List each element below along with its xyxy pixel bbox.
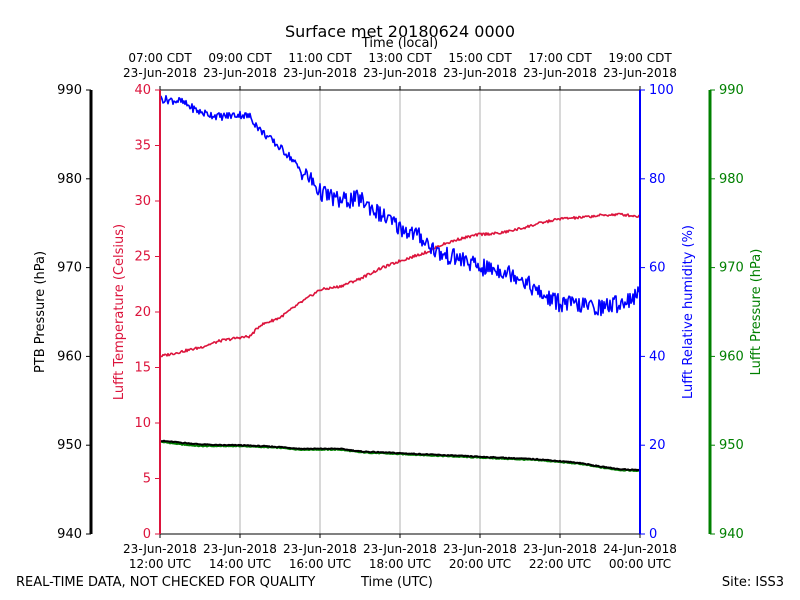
bottom-tick-time-0: 12:00 UTC — [129, 557, 191, 571]
humidity-tick-label-0: 0 — [649, 527, 657, 542]
bottom-tick-time-4: 20:00 UTC — [449, 557, 511, 571]
top-tick-date-2: 23-Jun-2018 — [283, 66, 357, 80]
top-tick-date-1: 23-Jun-2018 — [203, 66, 277, 80]
lufft_pressure-tick-label-2: 960 — [719, 349, 744, 364]
top-tick-time-2: 11:00 CDT — [288, 51, 352, 65]
ptb_pressure-tick-label-3: 970 — [57, 261, 82, 276]
humidity-tick-label-3: 60 — [649, 261, 666, 276]
temperature-axis-label: Lufft Temperature (Celsius) — [112, 224, 127, 400]
humidity-tick-label-1: 20 — [649, 438, 666, 453]
series-lines — [159, 95, 641, 472]
bottom-tick-date-0: 23-Jun-2018 — [123, 542, 197, 556]
humidity-tick-label-4: 80 — [649, 172, 666, 187]
top-tick-date-5: 23-Jun-2018 — [523, 66, 597, 80]
lufft_pressure-tick-label-0: 940 — [719, 527, 744, 542]
bottom-tick-date-5: 23-Jun-2018 — [523, 542, 597, 556]
ptb_pressure-tick-label-0: 940 — [57, 527, 82, 542]
ptb_pressure-tick-label-5: 990 — [57, 83, 82, 98]
top-tick-time-1: 09:00 CDT — [208, 51, 272, 65]
temperature-tick-label-1: 5 — [143, 472, 151, 487]
series-ptb-pressure — [160, 439, 641, 472]
humidity-tick-label-5: 100 — [649, 83, 674, 98]
series-lufft-temperature — [159, 212, 641, 358]
lufft_pressure-tick-label-4: 980 — [719, 172, 744, 187]
chart-title: Surface met 20180624 0000 — [285, 22, 515, 41]
temperature-tick-label-6: 30 — [134, 194, 151, 209]
temperature-tick-label-4: 20 — [134, 305, 151, 320]
lufft_pressure-tick-label-5: 990 — [719, 83, 744, 98]
site-label: Site: ISS3 — [721, 575, 784, 590]
bottom-tick-date-6: 24-Jun-2018 — [603, 542, 677, 556]
grid-lines — [239, 90, 561, 534]
temperature-tick-label-5: 25 — [134, 250, 151, 265]
temperature-tick-label-0: 0 — [143, 527, 151, 542]
series-lufft-relative-humidity — [159, 95, 641, 317]
top-tick-date-0: 23-Jun-2018 — [123, 66, 197, 80]
humidity-axis-label: Lufft Relative humidity (%) — [681, 225, 696, 399]
bottom-tick-date-3: 23-Jun-2018 — [363, 542, 437, 556]
temperature-tick-label-8: 40 — [134, 83, 151, 98]
bottom-tick-date-1: 23-Jun-2018 — [203, 542, 277, 556]
bottom-tick-time-1: 14:00 UTC — [209, 557, 271, 571]
x-axis-label: Time (UTC) — [361, 575, 433, 590]
ptb_pressure-tick-label-1: 950 — [57, 438, 82, 453]
lufft_pressure-tick-label-3: 970 — [719, 261, 744, 276]
top-tick-time-0: 07:00 CDT — [128, 51, 192, 65]
top-axis-label: Time (local) — [361, 36, 438, 51]
ptb_pressure-axis-label: PTB Pressure (hPa) — [33, 251, 48, 373]
bottom-tick-time-6: 00:00 UTC — [609, 557, 671, 571]
top-tick-date-6: 23-Jun-2018 — [603, 66, 677, 80]
lufft_pressure-axis-label: Lufft Pressure (hPa) — [749, 249, 764, 376]
top-tick-date-3: 23-Jun-2018 — [363, 66, 437, 80]
bottom-tick-date-4: 23-Jun-2018 — [443, 542, 517, 556]
ptb_pressure-tick-label-2: 960 — [57, 349, 82, 364]
quality-note: REAL-TIME DATA, NOT CHECKED FOR QUALITY — [16, 575, 316, 590]
top-tick-time-6: 19:00 CDT — [608, 51, 672, 65]
ptb_pressure-tick-label-4: 980 — [57, 172, 82, 187]
temperature-tick-label-2: 10 — [134, 416, 151, 431]
top-tick-date-4: 23-Jun-2018 — [443, 66, 517, 80]
top-tick-time-4: 15:00 CDT — [448, 51, 512, 65]
bottom-tick-time-3: 18:00 UTC — [369, 557, 431, 571]
bottom-tick-time-5: 22:00 UTC — [529, 557, 591, 571]
bottom-tick-date-2: 23-Jun-2018 — [283, 542, 357, 556]
bottom-tick-time-2: 16:00 UTC — [289, 557, 351, 571]
top-tick-time-5: 17:00 CDT — [528, 51, 592, 65]
lufft_pressure-tick-label-1: 950 — [719, 438, 744, 453]
temperature-tick-label-7: 35 — [134, 139, 151, 154]
top-tick-time-3: 13:00 CDT — [368, 51, 432, 65]
temperature-tick-label-3: 15 — [134, 361, 151, 376]
humidity-tick-label-2: 40 — [649, 349, 666, 364]
